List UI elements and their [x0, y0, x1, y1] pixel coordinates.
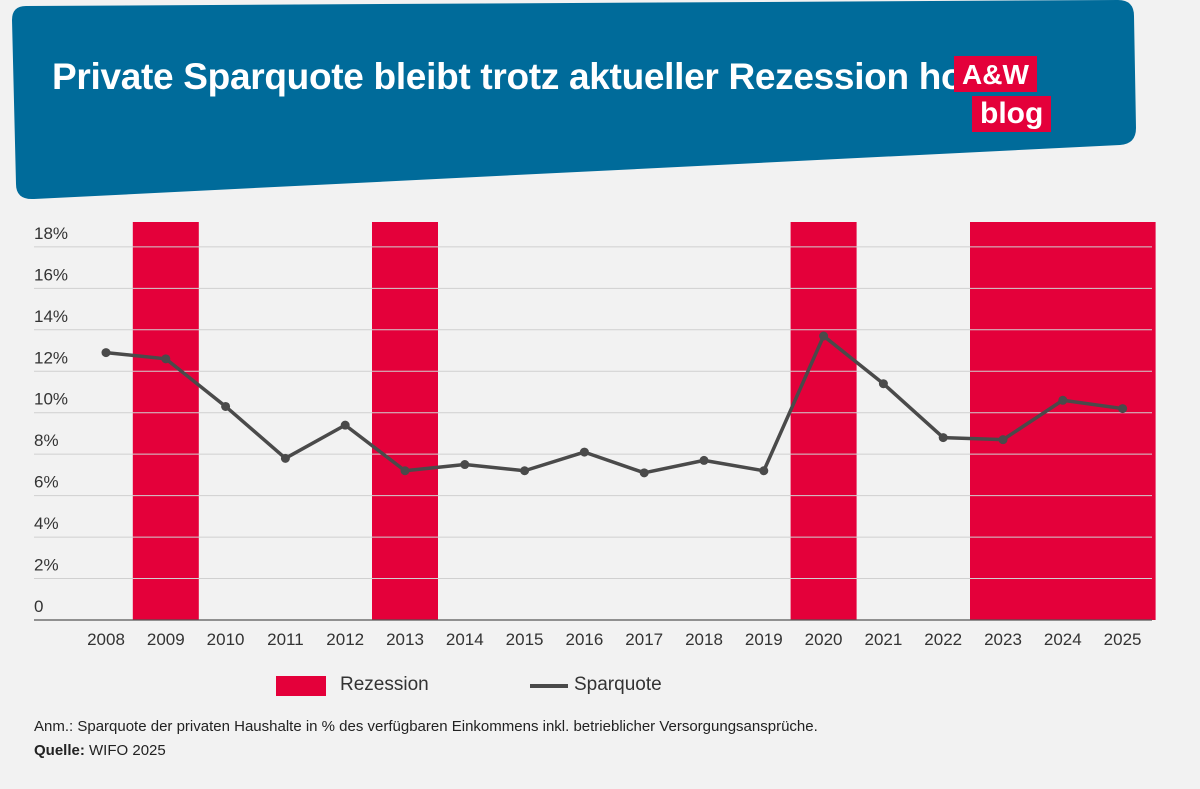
data-point-2010	[221, 401, 231, 411]
x-tick-label: 2023	[984, 630, 1022, 649]
x-tick-label: 2014	[446, 630, 484, 649]
y-tick-label: 4%	[34, 514, 59, 533]
y-tick-label: 16%	[34, 265, 68, 284]
recession-bar-2023	[970, 222, 1156, 620]
data-point-2011	[280, 453, 290, 463]
x-axis-ticks: 2008 2009 2010 2011 2012 2013 2014 2015 2016 2017…	[87, 630, 1141, 649]
x-tick-label: 2013	[386, 630, 424, 649]
legend-label-rezession: Rezession	[340, 674, 429, 695]
y-tick-label: 14%	[34, 307, 68, 326]
logo-aw-text: A&W	[954, 56, 1037, 92]
x-tick-label: 2021	[864, 630, 902, 649]
x-tick-label: 2020	[805, 630, 843, 649]
x-tick-label: 2024	[1044, 630, 1082, 649]
data-point-2019	[759, 466, 769, 476]
data-point-2008	[101, 348, 111, 358]
data-point-2017	[639, 468, 649, 478]
x-tick-label: 2008	[87, 630, 125, 649]
legend-label-sparquote: Sparquote	[574, 674, 662, 695]
recession-bars	[132, 222, 1156, 620]
recession-bar-2020	[790, 222, 857, 620]
y-tick-label: 18%	[34, 224, 68, 243]
data-point-2015	[520, 466, 530, 476]
grid-lines	[34, 246, 1152, 621]
data-point-2016	[579, 447, 589, 457]
data-point-2023	[998, 435, 1008, 445]
source-value: WIFO 2025	[84, 742, 166, 759]
y-axis-ticks: 0 2% 4% 6% 8% 10% 12% 14% 16% 18%	[34, 224, 68, 616]
x-tick-label: 2018	[685, 630, 723, 649]
footnote: Anm.: Sparquote der privaten Haushalte i…	[34, 718, 818, 735]
data-point-2020	[819, 331, 829, 341]
data-point-2025	[1118, 404, 1128, 414]
data-point-2013	[400, 466, 410, 476]
y-tick-label: 12%	[34, 348, 68, 367]
source-line: Quelle: WIFO 2025	[34, 742, 166, 759]
x-tick-label: 2012	[326, 630, 364, 649]
data-point-2014	[460, 460, 470, 470]
recession-bar-2013	[372, 222, 438, 620]
data-point-2022	[938, 433, 948, 443]
x-tick-label: 2015	[506, 630, 544, 649]
sparquote-series	[101, 331, 1128, 478]
x-tick-label: 2025	[1104, 630, 1142, 649]
recession-bar-2009	[132, 222, 199, 620]
header-banner-shape	[12, 0, 1136, 200]
y-tick-label: 8%	[34, 431, 59, 450]
x-tick-label: 2022	[924, 630, 962, 649]
y-tick-label: 6%	[34, 473, 59, 492]
y-tick-label: 2%	[34, 556, 59, 575]
x-tick-label: 2011	[267, 630, 304, 649]
x-tick-label: 2010	[207, 630, 245, 649]
data-point-2024	[1058, 395, 1068, 405]
x-tick-label: 2019	[745, 630, 783, 649]
logo-blog-text: blog	[972, 96, 1052, 132]
x-tick-label: 2009	[147, 630, 185, 649]
data-point-2018	[699, 455, 709, 465]
data-point-2021	[878, 379, 888, 389]
header-banner	[12, 0, 1136, 200]
legend-swatch-sparquote	[530, 684, 568, 688]
x-tick-label: 2016	[565, 630, 603, 649]
x-tick-label: 2017	[625, 630, 663, 649]
y-tick-label: 0	[34, 597, 43, 616]
data-point-2012	[340, 420, 350, 430]
page-title: Private Sparquote bleibt trotz aktueller…	[52, 56, 1006, 97]
source-key: Quelle:	[34, 742, 85, 759]
legend-swatch-rezession	[276, 676, 326, 696]
data-point-2009	[161, 354, 171, 364]
y-tick-label: 10%	[34, 390, 68, 409]
series-line-sparquote	[105, 334, 1123, 475]
